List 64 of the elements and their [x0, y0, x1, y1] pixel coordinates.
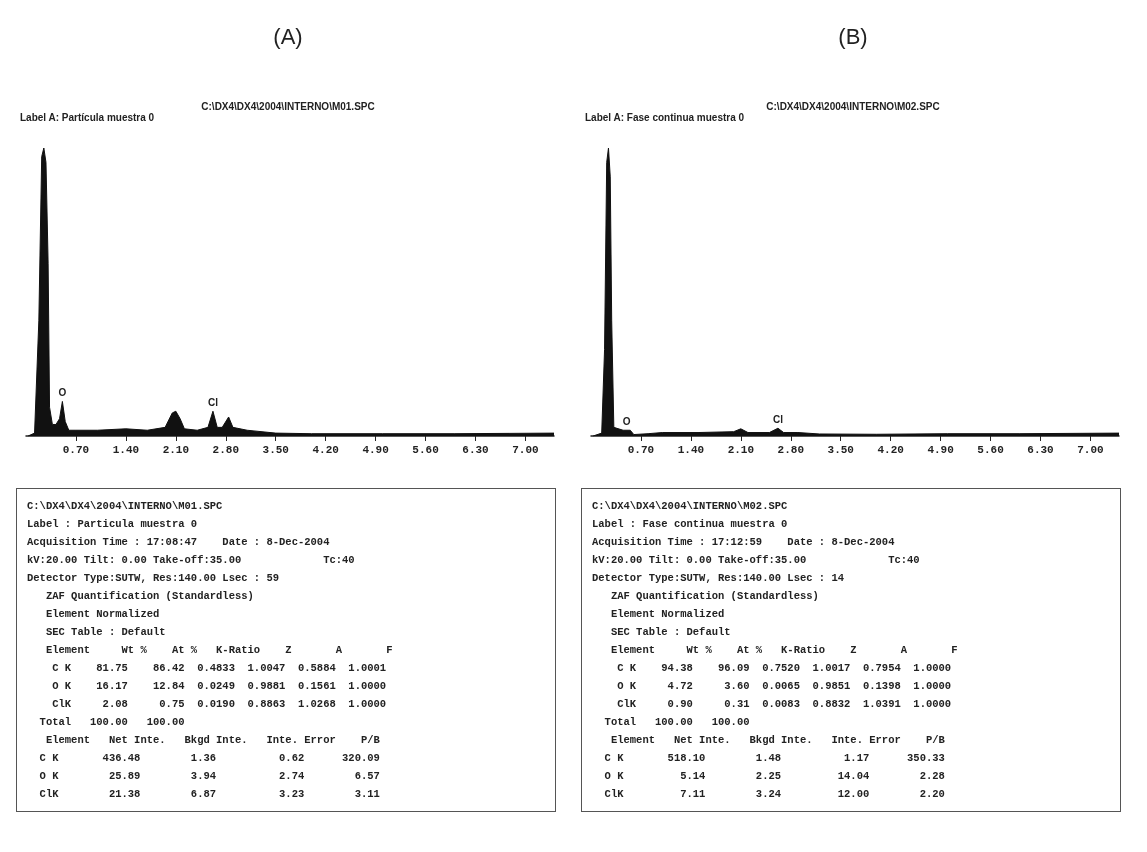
x-tick-label: 4.90: [362, 443, 389, 456]
text: C K 436.48 1.36 0.62 320.09: [38, 751, 381, 766]
x-tick-label: 3.50: [827, 443, 854, 456]
text: Acquisition Time : 17:12:59 Date : 8-Dec-2004: [592, 535, 896, 550]
text: ClK 21.38 6.87 3.23 3.11: [38, 787, 381, 802]
text: Element Wt % At % K-Ratio Z A F: [44, 643, 394, 658]
x-tick-label: 1.40: [112, 443, 140, 456]
x-tick-label: 6.30: [1027, 443, 1054, 456]
text: Label : Fase continua muestra 0: [592, 517, 789, 532]
x-tick-label: 2.80: [212, 443, 239, 456]
x-tick-label: 2.10: [727, 443, 755, 456]
text: Label : Particula muestra 0: [27, 517, 199, 532]
x-tick-label: 0.70: [62, 443, 90, 456]
chart-title: (A): [273, 23, 303, 49]
x-tick-label: 0.70: [627, 443, 655, 456]
x-tick-label: 2.10: [162, 443, 190, 456]
text: Element Normalized: [609, 607, 726, 622]
x-tick-label: 2.80: [777, 443, 804, 456]
annotation: O: [58, 386, 67, 398]
x-tick-label: 4.20: [312, 443, 339, 456]
text: O K 5.14 2.25 14.04 2.28: [603, 769, 946, 784]
text: O K 16.17 12.84 0.0249 0.9881 0.1561 1.0000: [51, 679, 388, 694]
text: Element Net Inte. Bkgd Inte. Inte. Error P/B: [609, 733, 946, 748]
text: SEC Table : Default: [44, 625, 167, 640]
chart-title: (B): [838, 23, 868, 49]
text: kV:20.00 Tilt: 0.00 Take-off:35.00 Tc:40: [592, 553, 921, 568]
text: C:\DX4\DX4\2004\INTERNO\M01.SPC: [27, 499, 224, 514]
x-tick-label: 7.00: [512, 443, 539, 456]
x-tick-label: 4.90: [927, 443, 954, 456]
text: Element Net Inte. Bkgd Inte. Inte. Error P/B: [44, 733, 381, 748]
x-tick-label: 5.60: [977, 443, 1004, 456]
x-tick-label: 1.40: [677, 443, 705, 456]
text: O K 25.89 3.94 2.74 6.57: [38, 769, 381, 784]
chart-subtitle: C:\DX4\DX4\2004\INTERNO\M02.SPC: [766, 100, 940, 112]
x-tick-label: 6.30: [462, 443, 489, 456]
text: ClK 0.90 0.31 0.0083 0.8832 1.0391 1.0000: [616, 697, 953, 712]
text: Acquisition Time : 17:08:47 Date : 8-Dec-2004: [27, 535, 331, 550]
x-tick-label: 5.60: [412, 443, 439, 456]
text: Total 100.00 100.00: [38, 715, 186, 730]
text: ZAF Quantification (Standardless): [44, 589, 255, 604]
x-tick-label: 3.50: [262, 443, 289, 456]
text: SEC Table : Default: [609, 625, 732, 640]
text: C K 94.38 96.09 0.7520 1.0017 0.7954 1.0000: [616, 661, 953, 676]
text: C K 81.75 86.42 0.4833 1.0047 0.5884 1.0001: [51, 661, 388, 676]
text: C K 518.10 1.48 1.17 350.33: [603, 751, 946, 766]
annotation: Cl: [207, 396, 219, 408]
annotation: O: [622, 415, 631, 427]
text: O K 4.72 3.60 0.0065 0.9851 0.1398 1.0000: [616, 679, 953, 694]
text: kV:20.00 Tilt: 0.00 Take-off:35.00 Tc:40: [27, 553, 356, 568]
text: Detector Type:SUTW, Res:140.00 Lsec : 14: [592, 571, 846, 586]
text: Total 100.00 100.00: [603, 715, 751, 730]
text: C:\DX4\DX4\2004\INTERNO\M02.SPC: [592, 499, 789, 514]
text: ClK 7.11 3.24 12.00 2.20: [603, 787, 946, 802]
text: Label A: Partícula muestra 0: [20, 111, 155, 123]
chart-subtitle: C:\DX4\DX4\2004\INTERNO\M01.SPC: [201, 100, 375, 112]
x-tick-label: 4.20: [877, 443, 904, 456]
text: Label A: Fase continua muestra 0: [585, 111, 745, 123]
text: Detector Type:SUTW, Res:140.00 Lsec : 59: [27, 571, 281, 586]
text: ZAF Quantification (Standardless): [609, 589, 820, 604]
text: Element Wt % At % K-Ratio Z A F: [609, 643, 959, 658]
annotation: Cl: [772, 413, 784, 425]
text: Element Normalized: [44, 607, 161, 622]
x-tick-label: 7.00: [1077, 443, 1104, 456]
text: ClK 2.08 0.75 0.0190 0.8863 1.0268 1.0000: [51, 697, 388, 712]
